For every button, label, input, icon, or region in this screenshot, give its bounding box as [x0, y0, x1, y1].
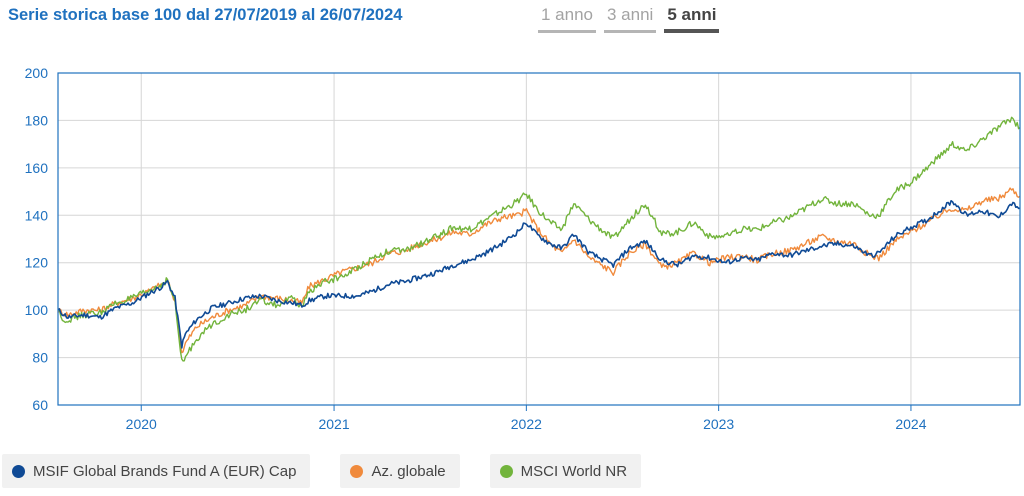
- series-line-index: [57, 116, 1021, 362]
- y-tick-label: 120: [25, 255, 49, 271]
- y-tick-label: 80: [32, 350, 48, 366]
- legend-dot-index: [499, 464, 513, 478]
- legend-label-index: MSCI World NR: [520, 462, 628, 480]
- series-lines: [57, 116, 1021, 362]
- y-tick-label: 200: [25, 65, 49, 81]
- y-tick-label: 160: [25, 160, 49, 176]
- x-tick-label: 2022: [511, 416, 542, 432]
- tab-3-anni[interactable]: 3 anni: [604, 4, 657, 33]
- line-chart: 60 80 100 120 140 160 180 200 2020 2021 2022 2023 20…: [25, 65, 1021, 432]
- y-tick-label: 180: [25, 112, 49, 128]
- x-tick-label: 2023: [703, 416, 734, 432]
- y-tick-label: 60: [32, 397, 48, 413]
- grid: [58, 72, 1020, 406]
- legend-dot-category: [350, 464, 364, 478]
- y-tick-label: 100: [25, 302, 49, 318]
- period-tabs: 1 anno 3 anni 5 anni: [538, 4, 720, 33]
- plot-frame: [57, 72, 1021, 406]
- series-line-category: [57, 187, 1021, 354]
- legend-item-category[interactable]: Az. globale: [340, 454, 460, 488]
- x-tick-label: 2020: [126, 416, 157, 432]
- legend-label-fund: MSIF Global Brands Fund A (EUR) Cap: [33, 462, 297, 480]
- legend-dot-fund: [12, 464, 25, 478]
- legend-item-index[interactable]: MSCI World NR: [489, 454, 642, 488]
- axes: 60 80 100 120 140 160 180 200 2020 2021 2022 2023 20…: [25, 65, 1021, 432]
- legend: MSIF Global Brands Fund A (EUR) Cap Az. …: [0, 454, 671, 488]
- x-tick-label: 2024: [895, 416, 926, 432]
- x-tick-label: 2021: [318, 416, 349, 432]
- chart-title: Serie storica base 100 dal 27/07/2019 al…: [8, 6, 403, 24]
- tab-1-anno[interactable]: 1 anno: [538, 4, 596, 33]
- legend-item-fund[interactable]: MSIF Global Brands Fund A (EUR) Cap: [2, 454, 311, 488]
- series-line-fund: [57, 200, 1021, 349]
- legend-label-category: Az. globale: [371, 462, 446, 480]
- y-tick-label: 140: [25, 207, 49, 223]
- tab-5-anni[interactable]: 5 anni: [664, 4, 720, 33]
